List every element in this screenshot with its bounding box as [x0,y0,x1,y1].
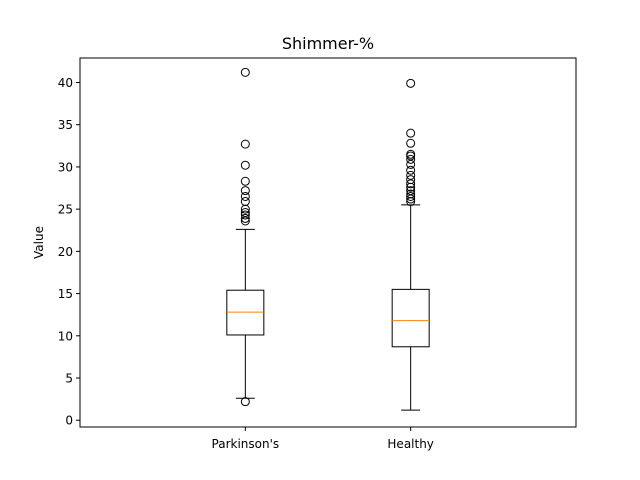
box-group [226,67,265,407]
outlier-point [240,160,250,170]
iqr-box [391,288,430,348]
outlier-point [406,165,416,175]
y-axis-label: Value [32,226,46,259]
x-axis: Parkinson's Healthy [212,427,434,451]
chart-title: Shimmer-% [282,34,374,53]
outlier-point [240,67,250,77]
outlier-point [406,189,416,199]
outlier-point [240,213,250,223]
y-tick-label: 25 [58,203,73,217]
y-tick-label: 0 [65,414,73,428]
outlier-point [240,191,250,201]
y-tick-label: 35 [58,118,73,132]
outlier-point [240,139,250,149]
plot-area [80,58,576,427]
outlier-point [406,78,416,88]
outlier-point [240,197,250,207]
outlier-point [406,138,416,148]
outlier-point [240,208,250,218]
outlier-point [406,175,416,185]
box-series [226,67,430,411]
outlier-point [240,176,250,186]
outlier-point [406,149,416,159]
y-tick-label: 10 [58,329,73,343]
outlier-point [240,186,250,196]
y-tick-label: 30 [58,160,73,174]
outlier-point [240,397,250,407]
x-tick-label: Parkinson's [212,437,280,451]
x-tick-label: Healthy [387,437,434,451]
plot-frame [79,57,577,428]
outlier-point [406,170,416,180]
y-tick-label: 15 [58,287,73,301]
outlier-point [406,191,416,201]
outlier-point [406,186,416,196]
outlier-point [406,128,416,138]
outlier-point [240,210,250,220]
y-tick-label: 20 [58,245,73,259]
y-axis: 0 5 10 15 20 25 30 35 40 [58,76,80,428]
y-tick-label: 40 [58,76,73,90]
outlier-point [406,154,416,164]
box-group [391,78,430,411]
y-tick-label: 5 [65,372,73,386]
